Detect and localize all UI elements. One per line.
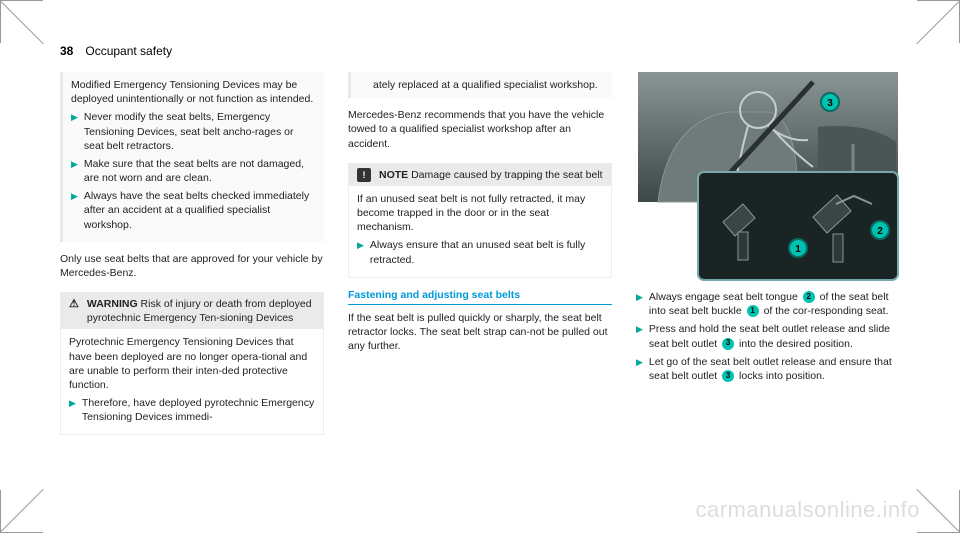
bullet: ▶Always ensure that an unused seat belt … <box>357 238 603 266</box>
svg-text:1: 1 <box>795 244 801 255</box>
paragraph: Only use seat belts that are approved fo… <box>60 252 324 280</box>
info-box-cont: ately replaced at a qualified specialist… <box>348 72 612 98</box>
bullet-text: Make sure that the seat belts are not da… <box>84 157 316 185</box>
crop-mark-br <box>917 490 960 533</box>
column-3: 3 1 2 ▶ <box>636 72 900 435</box>
column-2: ately replaced at a qualified specialist… <box>348 72 612 435</box>
warning-box: ⚠ WARNING Risk of injury or death from d… <box>60 292 324 435</box>
bullet: ▶Therefore, have deployed pyrotechnic Em… <box>69 396 315 424</box>
bullet: ▶Always have the seat belts checked imme… <box>71 189 316 232</box>
page-content: 38 Occupant safety Modified Emergency Ten… <box>60 44 900 503</box>
page-header: 38 Occupant safety <box>60 44 900 58</box>
callout-num: 2 <box>803 291 815 303</box>
section-title: Fastening and adjusting seat belts <box>348 288 612 305</box>
crop-mark-bl <box>0 490 43 533</box>
bullet: ▶ Always engage seat belt tongue 2 of th… <box>636 290 900 318</box>
warning-header: ⚠ WARNING Risk of injury or death from d… <box>61 293 323 329</box>
callout-num: 3 <box>722 338 734 350</box>
box-cont-text: ately replaced at a qualified specialist… <box>359 78 604 92</box>
bullet: ▶Make sure that the seat belts are not d… <box>71 157 316 185</box>
page-number: 38 <box>60 44 73 58</box>
bullet: ▶ Press and hold the seat belt outlet re… <box>636 322 900 350</box>
bullet: ▶ Let go of the seat belt outlet release… <box>636 355 900 383</box>
box1-intro: Modified Emergency Tensioning Devices ma… <box>71 78 316 106</box>
triangle-icon: ▶ <box>636 291 643 318</box>
crop-mark-tr <box>917 0 960 43</box>
triangle-icon: ▶ <box>636 356 643 383</box>
triangle-icon: ▶ <box>71 158 78 185</box>
svg-text:3: 3 <box>827 98 833 109</box>
column-1: Modified Emergency Tensioning Devices ma… <box>60 72 324 435</box>
warning-title: WARNING Risk of injury or death from dep… <box>87 297 315 325</box>
paragraph: Mercedes-Benz recommends that you have t… <box>348 108 612 151</box>
illustration-svg: 3 1 2 <box>636 72 900 282</box>
note-header: ! NOTE Damage caused by trapping the sea… <box>349 164 611 186</box>
bullet-text: Never modify the seat belts, Emergency T… <box>84 110 316 153</box>
svg-text:2: 2 <box>877 226 883 237</box>
bullet-text: Press and hold the seat belt outlet rele… <box>649 322 900 350</box>
bullet-text: Therefore, have deployed pyrotechnic Eme… <box>82 396 315 424</box>
watermark: carmanualsonline.info <box>695 497 920 523</box>
note-icon: ! <box>357 168 371 182</box>
bullet-text: Always ensure that an unused seat belt i… <box>370 238 603 266</box>
triangle-icon: ▶ <box>71 111 78 153</box>
bullet: ▶Never modify the seat belts, Emergency … <box>71 110 316 153</box>
warning-body: Pyrotechnic Emergency Tensioning Devices… <box>61 329 323 434</box>
note-title: NOTE Damage caused by trapping the seat … <box>379 168 603 182</box>
paragraph: If the seat belt is pulled quickly or sh… <box>348 311 612 354</box>
triangle-icon: ▶ <box>357 239 364 266</box>
callout-num: 1 <box>747 305 759 317</box>
callout-num: 3 <box>722 370 734 382</box>
triangle-icon: ▶ <box>636 323 643 350</box>
triangle-icon: ▶ <box>69 397 76 424</box>
triangle-icon: ▶ <box>71 190 78 232</box>
note-box: ! NOTE Damage caused by trapping the sea… <box>348 163 612 278</box>
section-name: Occupant safety <box>85 44 172 58</box>
bullet-text: Always engage seat belt tongue 2 of the … <box>649 290 900 318</box>
crop-mark-tl <box>0 0 43 43</box>
note-text: If an unused seat belt is not fully retr… <box>357 192 603 235</box>
bullet-text: Let go of the seat belt outlet release a… <box>649 355 900 383</box>
bullet-text: Always have the seat belts checked immed… <box>84 189 316 232</box>
warning-icon: ⚠ <box>69 297 79 312</box>
note-body: If an unused seat belt is not fully retr… <box>349 186 611 277</box>
columns: Modified Emergency Tensioning Devices ma… <box>60 72 900 435</box>
seatbelt-illustration: 3 1 2 <box>636 72 900 282</box>
warning-text: Pyrotechnic Emergency Tensioning Devices… <box>69 335 315 392</box>
info-box-1: Modified Emergency Tensioning Devices ma… <box>60 72 324 242</box>
